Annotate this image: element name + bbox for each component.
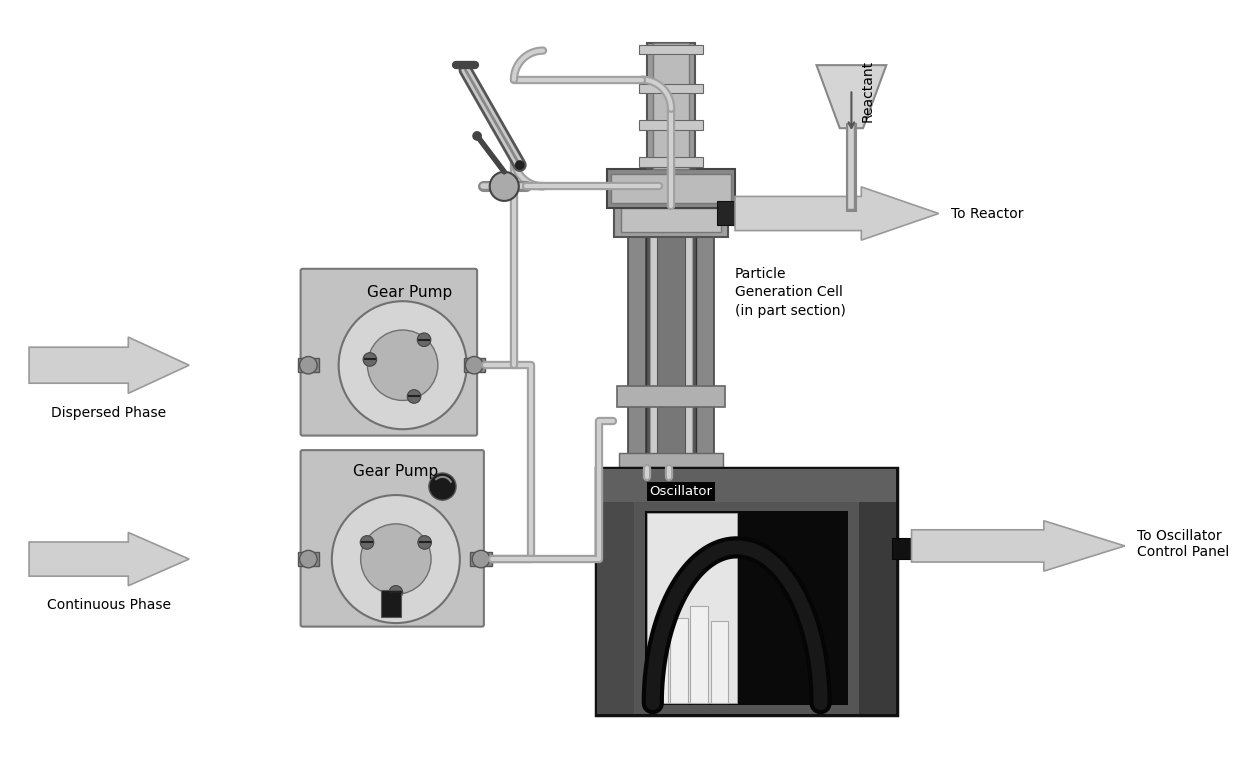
Bar bbox=[598, 502, 634, 714]
Polygon shape bbox=[911, 521, 1125, 571]
Bar bbox=[611, 174, 732, 203]
Bar bbox=[647, 513, 737, 704]
Circle shape bbox=[472, 551, 490, 568]
Bar bbox=[634, 502, 859, 714]
Bar bbox=[696, 207, 714, 473]
Bar bbox=[892, 537, 911, 559]
Bar bbox=[614, 203, 728, 237]
Bar bbox=[670, 618, 687, 704]
Polygon shape bbox=[29, 533, 188, 586]
Circle shape bbox=[363, 353, 377, 367]
Bar bbox=[298, 359, 319, 372]
Bar bbox=[619, 453, 723, 473]
Circle shape bbox=[418, 333, 430, 346]
Bar bbox=[651, 636, 668, 704]
Circle shape bbox=[407, 390, 420, 403]
Bar bbox=[652, 43, 689, 169]
Bar bbox=[646, 207, 696, 473]
Text: Reactant: Reactant bbox=[861, 60, 875, 122]
Bar bbox=[859, 502, 897, 714]
Circle shape bbox=[361, 524, 432, 594]
Bar bbox=[639, 158, 703, 167]
Circle shape bbox=[332, 495, 460, 623]
Bar bbox=[464, 359, 485, 372]
Circle shape bbox=[465, 356, 482, 374]
Bar bbox=[382, 590, 401, 617]
Text: Continuous Phase: Continuous Phase bbox=[47, 597, 171, 612]
Text: To Reactor: To Reactor bbox=[951, 207, 1024, 221]
Bar bbox=[639, 83, 703, 94]
Bar bbox=[616, 386, 725, 407]
Bar bbox=[298, 552, 319, 566]
Bar bbox=[470, 552, 491, 566]
Bar bbox=[598, 469, 897, 502]
Bar bbox=[608, 169, 735, 207]
Polygon shape bbox=[735, 187, 939, 240]
Circle shape bbox=[367, 330, 438, 400]
Polygon shape bbox=[29, 337, 188, 393]
Text: Oscillator: Oscillator bbox=[650, 485, 713, 498]
Circle shape bbox=[418, 536, 432, 549]
Text: To Oscillator
Control Panel: To Oscillator Control Panel bbox=[1137, 529, 1230, 559]
FancyBboxPatch shape bbox=[300, 450, 484, 626]
Bar bbox=[596, 467, 897, 714]
Bar bbox=[711, 621, 728, 704]
Circle shape bbox=[429, 473, 456, 500]
Bar bbox=[645, 511, 848, 705]
Bar bbox=[620, 207, 722, 232]
FancyBboxPatch shape bbox=[300, 269, 477, 435]
Polygon shape bbox=[816, 66, 887, 128]
Bar bbox=[691, 606, 708, 704]
Circle shape bbox=[300, 551, 317, 568]
Bar bbox=[629, 207, 646, 473]
Text: Dispersed Phase: Dispersed Phase bbox=[51, 406, 166, 420]
Circle shape bbox=[389, 586, 403, 599]
Bar bbox=[647, 43, 696, 169]
Circle shape bbox=[490, 172, 518, 201]
Bar bbox=[657, 212, 684, 467]
Circle shape bbox=[361, 536, 373, 549]
Bar bbox=[717, 201, 734, 225]
Circle shape bbox=[339, 301, 466, 429]
Text: Gear Pump: Gear Pump bbox=[353, 463, 439, 479]
Bar bbox=[639, 44, 703, 55]
Bar bbox=[650, 212, 692, 467]
Bar bbox=[639, 120, 703, 130]
Text: Gear Pump: Gear Pump bbox=[367, 285, 453, 300]
Text: Particle
Generation Cell
(in part section): Particle Generation Cell (in part sectio… bbox=[735, 267, 846, 317]
Circle shape bbox=[300, 356, 317, 374]
Circle shape bbox=[515, 160, 525, 170]
Circle shape bbox=[472, 131, 482, 140]
